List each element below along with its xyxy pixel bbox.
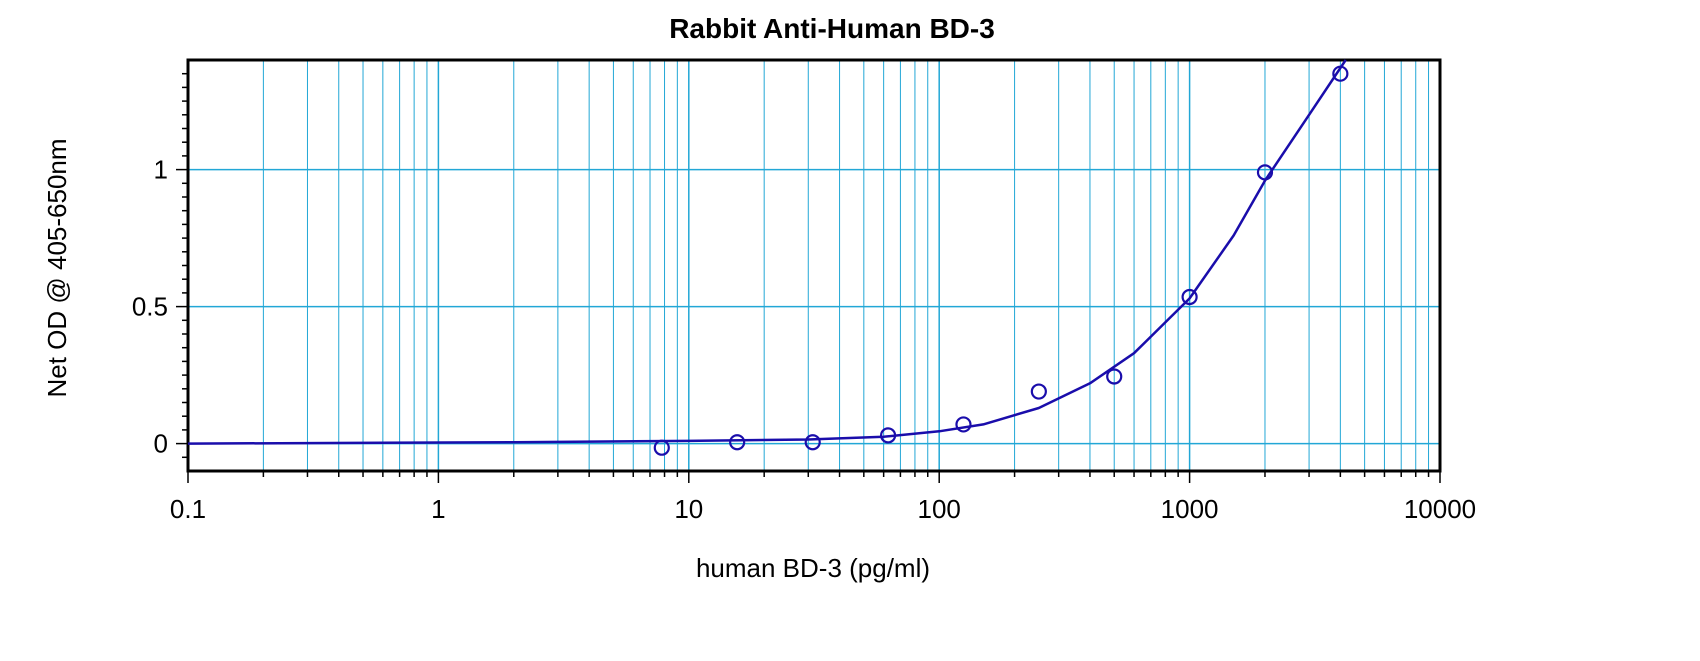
y-axis-title: Net OD @ 405-650nm [42, 138, 72, 397]
data-point [955, 416, 972, 433]
y-tick-label: 0.5 [132, 292, 168, 322]
data-point [1256, 164, 1274, 181]
data-point [729, 434, 746, 451]
x-tick-label: 0.1 [170, 494, 206, 524]
x-tick-label: 10000 [1404, 494, 1476, 524]
data-point [1181, 288, 1198, 306]
fit-curve [187, 59, 1347, 445]
plot-frame [186, 58, 1442, 473]
y-tick-label: 1 [154, 155, 168, 185]
data-point [804, 434, 821, 451]
x-axis-title: human BD-3 (pg/ml) [696, 553, 930, 583]
data-point [1106, 368, 1123, 385]
data-point [1332, 65, 1349, 82]
data-point [653, 439, 670, 456]
data-point [1030, 383, 1047, 400]
chart-title: Rabbit Anti-Human BD-3 [669, 13, 995, 44]
plot-area: 0.1 1 10 100 1000 10000 0 0.5 1 [132, 58, 1476, 524]
x-tick-label: 1 [431, 494, 445, 524]
y-tick-label: 0 [154, 429, 168, 459]
x-tick-label: 100 [918, 494, 961, 524]
x-tick-label: 10 [674, 494, 703, 524]
data-point [879, 427, 897, 444]
x-tick-label: 1000 [1161, 494, 1219, 524]
